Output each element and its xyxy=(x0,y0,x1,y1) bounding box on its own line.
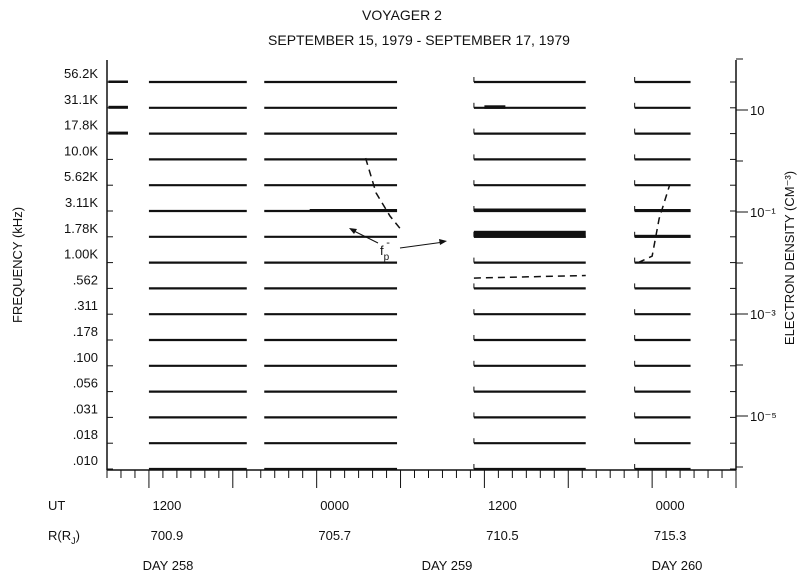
y2-tick-label: 10 xyxy=(750,103,764,118)
activity-band xyxy=(634,209,691,212)
y-tick-label: .311 xyxy=(74,298,98,313)
day-label: DAY 259 xyxy=(422,558,473,573)
chart-marks xyxy=(106,58,748,488)
y-tick-label: 5.62K xyxy=(64,169,98,184)
y-tick-label: 17.8K xyxy=(64,118,98,133)
y-tick-label: 31.1K xyxy=(64,92,98,107)
y-tick-label: .018 xyxy=(73,427,98,442)
y2-axis-label: ELECTRON DENSITY (CM⁻³) xyxy=(782,171,797,345)
fp-arrowhead-right xyxy=(439,239,447,245)
r-value-label: 710.5 xyxy=(486,528,519,543)
r-row-label: R(RJ) xyxy=(48,528,80,546)
y-tick-label: .562 xyxy=(73,272,98,287)
activity-band xyxy=(634,234,691,238)
y-tick-label: .100 xyxy=(73,350,98,365)
day-label: DAY 258 xyxy=(143,558,194,573)
r-value-label: 705.7 xyxy=(318,528,351,543)
y-tick-label: 1.78K xyxy=(64,221,98,236)
y-tick-label: 3.11K xyxy=(65,195,98,210)
y-tick-label: .010 xyxy=(73,453,98,468)
y-tick-label: .056 xyxy=(73,376,98,391)
fp-arrowhead-left xyxy=(349,228,357,234)
y-tick-label: 10.0K xyxy=(64,143,98,158)
y-axis-label: FREQUENCY (kHz) xyxy=(10,207,25,323)
activity-band xyxy=(309,209,398,212)
fp-curve xyxy=(364,157,402,230)
day-label: DAY 260 xyxy=(652,558,703,573)
chart-subtitle: SEPTEMBER 15, 1979 - SEPTEMBER 17, 1979 xyxy=(268,32,570,48)
fp-arrow-right xyxy=(399,241,445,249)
activity-band xyxy=(108,80,128,83)
ut-tick-label: 1200 xyxy=(488,498,517,513)
activity-band xyxy=(473,208,586,212)
y-tick-label: .031 xyxy=(73,401,98,416)
ut-tick-label: 1200 xyxy=(152,498,181,513)
r-value-label: 715.3 xyxy=(654,528,687,543)
fp-annotation: fp- xyxy=(349,228,447,263)
y2-tick-label: 10⁻³ xyxy=(750,307,776,322)
y-tick-label: 56.2K xyxy=(64,66,98,81)
y2-tick-label: 10⁻¹ xyxy=(750,205,776,220)
activity-band xyxy=(108,105,128,109)
r-value-label: 700.9 xyxy=(151,528,184,543)
activity-band xyxy=(484,105,506,109)
activity-band xyxy=(473,230,586,238)
fp-curve xyxy=(637,184,671,264)
fp-curve xyxy=(473,274,586,279)
activity-band xyxy=(108,131,128,135)
ut-tick-label: 0000 xyxy=(656,498,685,513)
y2-tick-label: 10⁻⁵ xyxy=(750,409,777,424)
fp-label: fp- xyxy=(380,237,390,263)
ut-tick-label: 0000 xyxy=(320,498,349,513)
fp-arrow-left xyxy=(351,229,379,244)
ut-row-label: UT xyxy=(48,498,65,513)
y-tick-label: .178 xyxy=(73,324,98,339)
chart-title: VOYAGER 2 xyxy=(362,7,442,23)
y-tick-label: 1.00K xyxy=(64,247,98,262)
